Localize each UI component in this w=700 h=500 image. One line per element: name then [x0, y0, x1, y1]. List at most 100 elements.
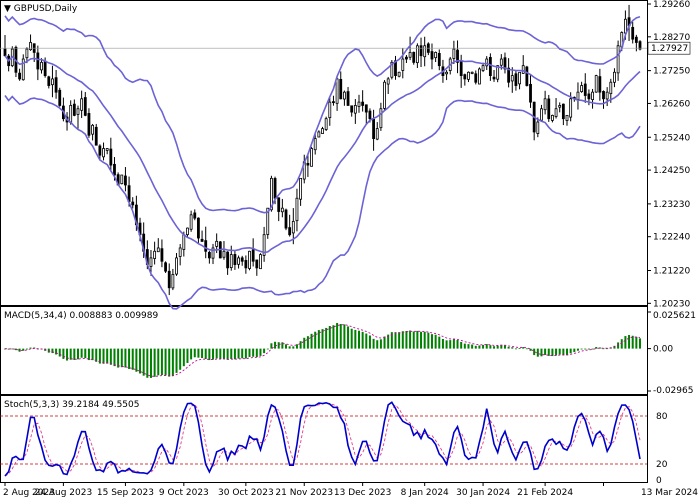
- macd-bar: [252, 348, 255, 357]
- macd-bar: [555, 348, 558, 356]
- candle-body: [383, 81, 386, 109]
- candle-body: [605, 91, 609, 100]
- candle-body: [310, 148, 313, 167]
- candle-body: [189, 214, 193, 230]
- macd-bar: [357, 330, 360, 349]
- macd-tick-label: 0.025621: [653, 311, 696, 321]
- candle-body: [386, 78, 390, 85]
- macd-bar: [263, 348, 266, 354]
- macd-bar: [518, 347, 521, 349]
- current-price-box: [647, 41, 691, 55]
- macd-bar: [201, 348, 204, 359]
- candle-body: [543, 98, 547, 111]
- candle-body: [149, 257, 153, 267]
- macd-bar: [372, 338, 375, 349]
- macd-bar: [449, 340, 452, 349]
- macd-bar: [277, 342, 280, 349]
- macd-bar: [259, 348, 262, 356]
- macd-bar: [288, 346, 291, 349]
- candle-body: [459, 61, 463, 76]
- candle-body: [481, 65, 485, 71]
- candle-body: [405, 56, 408, 60]
- macd-bar: [474, 345, 477, 349]
- candle-body: [631, 26, 635, 40]
- candle-body: [299, 177, 303, 200]
- candle-body: [357, 101, 361, 107]
- bollinger-bands: [4, 15, 641, 310]
- macd-bar: [120, 348, 123, 368]
- macd-bar: [212, 348, 215, 360]
- macd-bar: [197, 348, 200, 358]
- x-tick-label: 24 Aug 2023: [35, 488, 93, 498]
- candle-body: [616, 45, 620, 74]
- macd-bar: [193, 348, 196, 358]
- candle-body: [113, 163, 116, 176]
- macd-bar: [573, 348, 576, 353]
- candle-body: [613, 71, 616, 83]
- macd-bar: [427, 332, 430, 349]
- macd-bar: [11, 348, 14, 350]
- macd-bar: [430, 334, 433, 349]
- candle-body: [237, 257, 240, 265]
- stoch-header: Stoch(5,3,3) 39.2184 49.5505: [4, 400, 139, 410]
- macd-bar: [270, 343, 273, 349]
- macd-bar: [482, 344, 485, 349]
- candle-body: [317, 131, 321, 138]
- candle-body: [193, 212, 197, 219]
- macd-bar: [533, 348, 536, 356]
- macd-bar: [292, 346, 295, 349]
- candle-body: [94, 126, 98, 146]
- price-tick-label: 1.27250: [653, 67, 690, 77]
- candle-body: [270, 177, 273, 211]
- candle-body: [124, 175, 127, 186]
- candle-body: [521, 65, 525, 74]
- candle-body: [266, 207, 270, 235]
- candle-body: [332, 101, 335, 104]
- macd-bar: [460, 341, 463, 349]
- candle-body: [408, 51, 412, 58]
- macd-bar: [84, 348, 87, 359]
- macd-bar: [248, 348, 251, 357]
- candle-body: [474, 73, 478, 83]
- candle-body: [437, 53, 441, 67]
- candle-body: [87, 113, 91, 136]
- macd-bar: [551, 348, 554, 357]
- candle-body: [507, 67, 511, 83]
- candle-body: [40, 61, 43, 71]
- macd-bar: [569, 348, 572, 354]
- candle-body: [295, 197, 299, 222]
- price-tick-label: 1.28270: [653, 33, 690, 43]
- macd-bar: [87, 348, 90, 361]
- candle-body: [244, 260, 248, 269]
- candle-body: [434, 51, 438, 59]
- stoch-tick-label: 0: [656, 476, 662, 486]
- candle-body: [47, 76, 51, 86]
- macd-bar: [624, 336, 627, 349]
- candle-body: [353, 105, 357, 114]
- candle-body: [561, 103, 565, 120]
- candle-body: [58, 89, 62, 106]
- macd-bar: [106, 348, 109, 364]
- macd-bar: [489, 345, 492, 349]
- x-tick-label: 21 Nov 2023: [275, 488, 333, 498]
- macd-bar: [310, 333, 313, 349]
- macd-bar: [347, 326, 350, 349]
- macd-bar: [620, 339, 623, 349]
- price-series: [0, 4, 647, 296]
- candle-body: [175, 257, 178, 275]
- macd-bar: [368, 335, 371, 349]
- candle-body: [478, 68, 481, 85]
- macd-bar: [325, 327, 328, 349]
- candle-body: [361, 101, 365, 106]
- price-tick-label: 1.29260: [653, 0, 690, 10]
- candle-body: [259, 254, 262, 270]
- macd-bar: [379, 339, 382, 349]
- candle-body: [105, 148, 109, 151]
- candle-body: [339, 78, 343, 100]
- macd-bar: [401, 331, 404, 349]
- candle-body: [226, 251, 230, 269]
- candle-body: [273, 178, 277, 199]
- candle-body: [3, 48, 7, 57]
- candle-body: [171, 274, 175, 289]
